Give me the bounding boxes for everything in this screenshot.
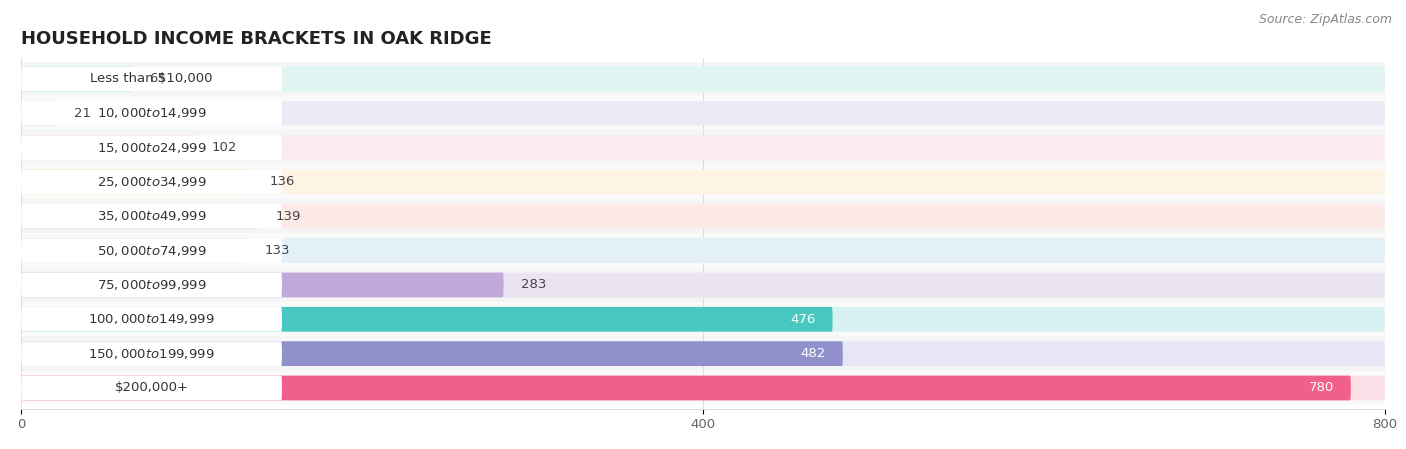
Bar (0, 268, 1406, 302)
FancyBboxPatch shape (21, 376, 1385, 401)
FancyBboxPatch shape (21, 135, 283, 160)
FancyBboxPatch shape (21, 66, 132, 91)
Text: Less than $10,000: Less than $10,000 (90, 72, 212, 85)
Text: $200,000+: $200,000+ (114, 382, 188, 395)
Text: 136: 136 (270, 176, 295, 189)
Bar (0, 302, 1406, 336)
Bar (0, 96, 1406, 131)
Text: 283: 283 (520, 278, 546, 291)
FancyBboxPatch shape (21, 101, 283, 126)
Text: $10,000 to $14,999: $10,000 to $14,999 (97, 106, 207, 120)
FancyBboxPatch shape (21, 66, 283, 91)
FancyBboxPatch shape (21, 376, 283, 401)
FancyBboxPatch shape (21, 273, 1385, 297)
FancyBboxPatch shape (21, 204, 1385, 229)
Text: HOUSEHOLD INCOME BRACKETS IN OAK RIDGE: HOUSEHOLD INCOME BRACKETS IN OAK RIDGE (21, 31, 492, 48)
Text: $150,000 to $199,999: $150,000 to $199,999 (89, 347, 215, 361)
FancyBboxPatch shape (21, 101, 56, 126)
Text: $50,000 to $74,999: $50,000 to $74,999 (97, 244, 207, 258)
FancyBboxPatch shape (21, 307, 1385, 332)
FancyBboxPatch shape (21, 135, 1385, 160)
FancyBboxPatch shape (21, 238, 283, 263)
Text: 133: 133 (264, 244, 291, 257)
Text: 102: 102 (212, 141, 238, 154)
Bar (0, 62, 1406, 96)
Bar (0, 199, 1406, 233)
FancyBboxPatch shape (21, 204, 259, 229)
FancyBboxPatch shape (21, 135, 195, 160)
FancyBboxPatch shape (21, 273, 283, 297)
FancyBboxPatch shape (21, 341, 283, 366)
Text: 482: 482 (800, 347, 825, 360)
FancyBboxPatch shape (21, 376, 1351, 401)
Text: 476: 476 (790, 313, 815, 326)
FancyBboxPatch shape (21, 66, 1385, 91)
Text: 139: 139 (276, 210, 301, 223)
Text: 780: 780 (1309, 382, 1334, 395)
Bar (0, 336, 1406, 371)
FancyBboxPatch shape (21, 307, 283, 332)
FancyBboxPatch shape (21, 273, 503, 297)
FancyBboxPatch shape (21, 101, 1385, 126)
Text: $35,000 to $49,999: $35,000 to $49,999 (97, 209, 207, 223)
FancyBboxPatch shape (21, 238, 1385, 263)
Text: $25,000 to $34,999: $25,000 to $34,999 (97, 175, 207, 189)
Text: 65: 65 (149, 72, 166, 85)
FancyBboxPatch shape (21, 170, 283, 194)
Bar (0, 371, 1406, 405)
FancyBboxPatch shape (21, 341, 1385, 366)
FancyBboxPatch shape (21, 238, 247, 263)
FancyBboxPatch shape (21, 170, 253, 194)
FancyBboxPatch shape (21, 307, 832, 332)
FancyBboxPatch shape (21, 341, 842, 366)
Bar (0, 131, 1406, 165)
Text: $75,000 to $99,999: $75,000 to $99,999 (97, 278, 207, 292)
Bar (0, 233, 1406, 268)
Text: $15,000 to $24,999: $15,000 to $24,999 (97, 141, 207, 154)
Bar (0, 165, 1406, 199)
FancyBboxPatch shape (21, 204, 283, 229)
Text: Source: ZipAtlas.com: Source: ZipAtlas.com (1258, 13, 1392, 26)
FancyBboxPatch shape (21, 170, 1385, 194)
Text: 21: 21 (75, 107, 91, 120)
Text: $100,000 to $149,999: $100,000 to $149,999 (89, 313, 215, 326)
